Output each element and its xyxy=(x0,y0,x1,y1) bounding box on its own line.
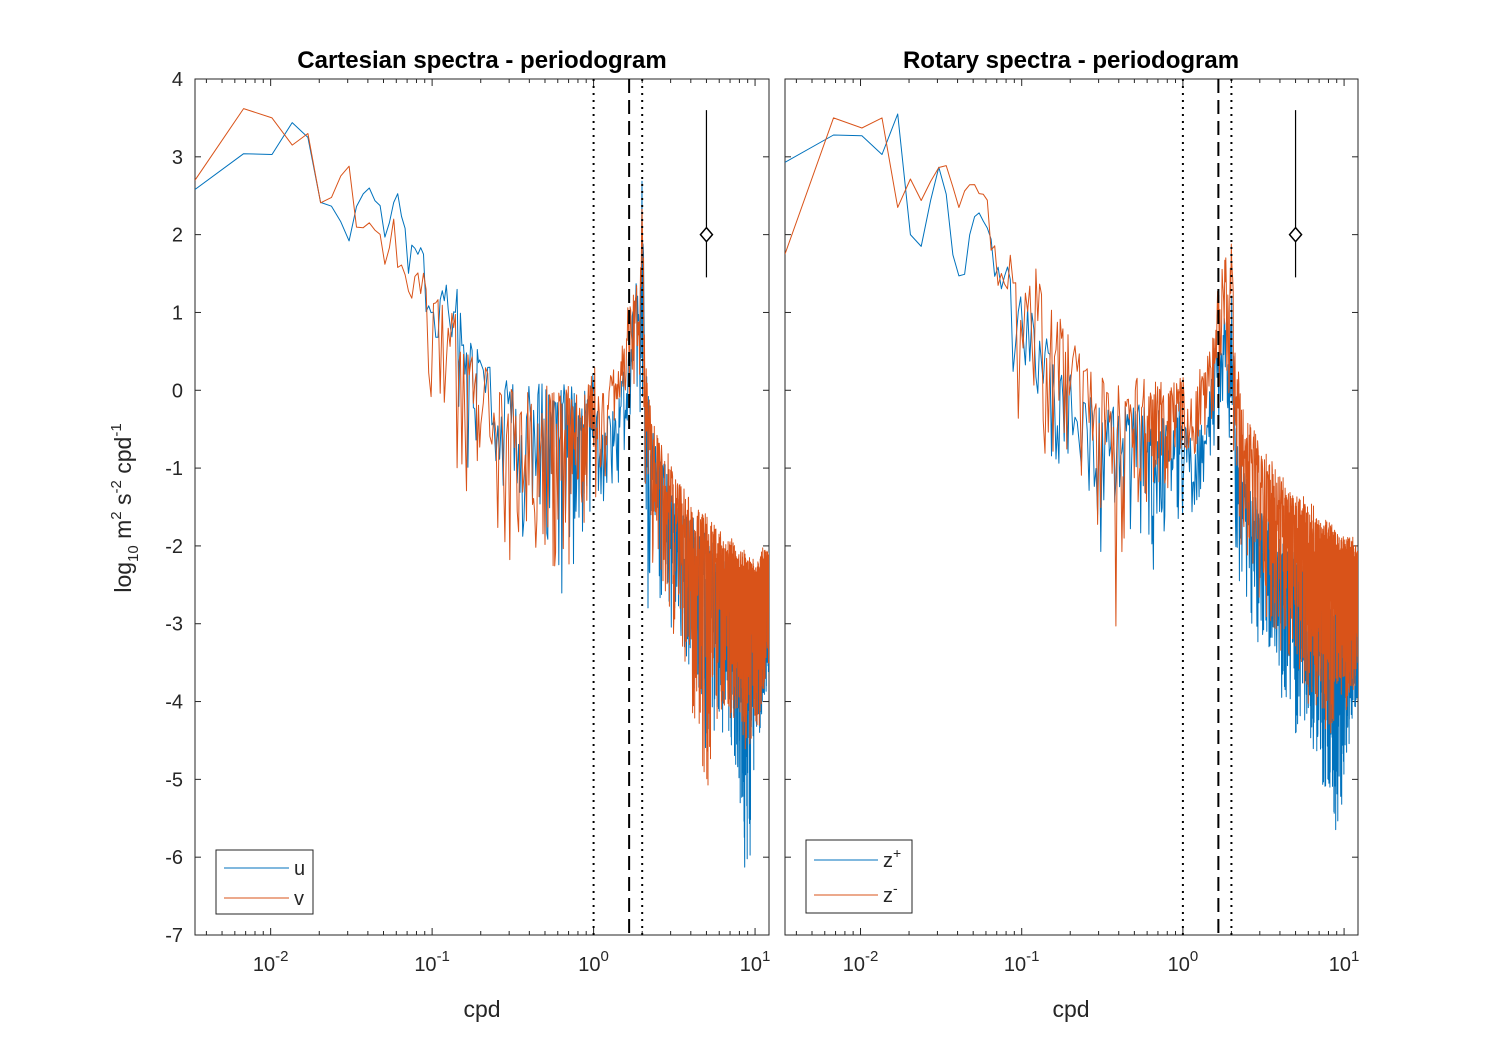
legend-label: v xyxy=(294,888,304,910)
cartesian-panel: Cartesian spectra - periodogram 43210-1-… xyxy=(165,47,770,1022)
legend-label: z+ xyxy=(883,845,901,872)
series-line-v xyxy=(195,108,769,786)
y-tick-label: -3 xyxy=(165,614,183,636)
y-tick-label: -4 xyxy=(165,692,183,714)
y-axis-label: log10 m2 s-2 cpd-1 xyxy=(108,423,142,592)
axes-box xyxy=(784,78,1359,936)
series-group xyxy=(785,113,1358,831)
cartesian-xlabel: cpd xyxy=(463,996,500,1022)
y-tick-label: 3 xyxy=(172,147,183,169)
legend: uv xyxy=(215,849,314,915)
cartesian-title: Cartesian spectra - periodogram xyxy=(297,47,666,74)
y-tick-label: -6 xyxy=(165,847,183,869)
error-bar-marker xyxy=(1288,226,1303,243)
x-tick-label: 100 xyxy=(1168,948,1199,976)
rotary-xlabel: cpd xyxy=(1052,996,1089,1022)
y-tick-label: 1 xyxy=(172,302,183,324)
y-label-unit-m: m xyxy=(110,520,136,546)
legend-label: u xyxy=(294,858,305,880)
rotary-panel: Rotary spectra - periodogram 10-2 10-1 100… xyxy=(784,47,1360,1022)
error-bar-marker xyxy=(699,226,714,243)
axes-box xyxy=(194,78,770,936)
y-tick-label: -1 xyxy=(165,458,183,480)
y-tick-label: 4 xyxy=(172,69,183,91)
legend-box xyxy=(805,839,913,914)
x-tick-label: 10-2 xyxy=(253,948,289,976)
x-tick-label: 10-2 xyxy=(843,948,879,976)
y-label-s-exp: -2 xyxy=(108,480,125,493)
y-tick-label: 0 xyxy=(172,380,183,402)
y-label-log-base: 10 xyxy=(125,545,142,562)
series-group xyxy=(195,108,769,868)
x-tick-label: 10-1 xyxy=(414,948,450,976)
legend-label: z- xyxy=(883,880,898,907)
x-tick-label: 101 xyxy=(740,948,771,976)
legend-box xyxy=(215,849,314,915)
y-tick-label: -5 xyxy=(165,769,183,791)
y-label-m-exp: 2 xyxy=(108,511,125,519)
x-tick-label: 100 xyxy=(578,948,609,976)
y-tick-label: -2 xyxy=(165,536,183,558)
x-tick-label: 101 xyxy=(1329,948,1360,976)
series-line-z⁻ xyxy=(785,117,1358,734)
y-tick-label: -7 xyxy=(165,925,183,947)
rotary-title: Rotary spectra - periodogram xyxy=(903,47,1239,74)
y-label-unit-cpd: cpd xyxy=(110,437,136,480)
y-label-log: log xyxy=(110,562,136,593)
y-label-unit-s: s xyxy=(110,493,136,511)
y-label-cpd-exp: -1 xyxy=(108,423,125,436)
x-tick-label: 10-1 xyxy=(1004,948,1040,976)
legend: z+ z- xyxy=(805,839,913,914)
y-tick-label: 2 xyxy=(172,225,183,247)
